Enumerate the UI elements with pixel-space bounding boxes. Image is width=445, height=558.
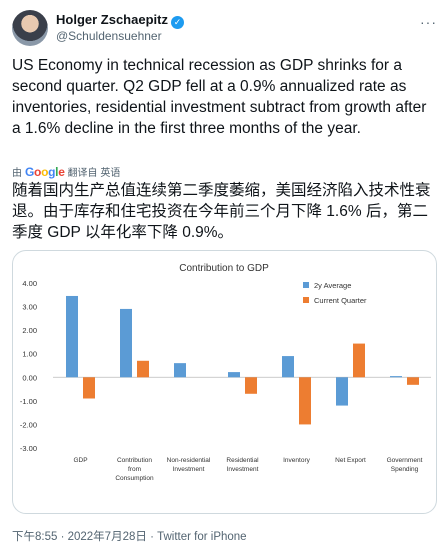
bar-2y-average [228, 372, 240, 378]
y-tick-label: -3.00 [20, 444, 37, 453]
bar-2y-average [282, 356, 294, 378]
author-name-text[interactable]: Holger Zschaepitz [56, 12, 168, 27]
x-tick-label: Consumption [115, 475, 154, 482]
bar-2y-average [174, 363, 186, 378]
more-options-icon[interactable]: ··· [420, 14, 437, 30]
y-tick-label: 4.00 [22, 279, 37, 288]
chart-title: Contribution to GDP [179, 263, 269, 274]
legend-label: 2y Average [314, 281, 351, 290]
x-tick-label: Non-residential [167, 457, 211, 464]
bar-2y-average [390, 376, 402, 378]
bar-2y-average [120, 308, 132, 378]
x-tick-label: Investment [227, 466, 259, 473]
author-name[interactable]: Holger Zschaepitz ✓ [56, 12, 184, 29]
legend-swatch [303, 297, 309, 303]
x-tick-label: Investment [173, 466, 205, 473]
avatar[interactable] [12, 10, 48, 46]
translate-label: 翻译自 英语 [67, 168, 121, 179]
gdp-contribution-chart: Contribution to GDP 4.00 3.00 2.00 1.00 0.00 -… [20, 263, 431, 482]
x-tick-label: Contribution [117, 457, 152, 464]
x-tick-label: Inventory [283, 457, 310, 464]
bar-current-quarter [407, 377, 419, 385]
bar-current-quarter [245, 377, 257, 394]
translated-from-label: 由 [12, 168, 22, 179]
translated-text: 随着国内生产总值连续第二季度萎缩，美国经济陷入技术性衰退。由于库存和住宅投资在今… [12, 182, 431, 241]
y-tick-label: 0.00 [22, 373, 37, 382]
tweet-timestamp[interactable]: 下午8:55 · 2022年7月28日 · Twitter for iPhone [12, 531, 247, 543]
y-tick-label: 2.00 [22, 326, 37, 335]
bar-current-quarter [83, 377, 95, 399]
x-tick-label: Residential [226, 457, 259, 464]
legend-label: Current Quarter [314, 296, 367, 305]
x-tick-label: GDP [73, 457, 87, 464]
y-tick-label: -2.00 [20, 420, 37, 429]
verified-badge-icon: ✓ [170, 16, 184, 29]
bar-current-quarter [299, 377, 311, 425]
legend-swatch [303, 282, 309, 288]
y-tick-label: 3.00 [22, 303, 37, 312]
y-tick-label: 1.00 [22, 350, 37, 359]
bar-current-quarter [137, 360, 149, 378]
bar-current-quarter [353, 343, 365, 378]
google-logo-icon: Google [25, 164, 65, 179]
bar-2y-average [66, 295, 78, 378]
x-tick-label: Net Export [335, 457, 366, 464]
x-tick-label: Spending [391, 466, 419, 473]
tweet-text: US Economy in technical recession as GDP… [12, 57, 427, 137]
y-tick-label: -1.00 [20, 397, 37, 406]
translation-attribution: 由 Google 翻译自 英语 [12, 164, 121, 180]
bar-2y-average [336, 377, 348, 406]
x-tick-label: Government [387, 457, 423, 464]
author-handle[interactable]: @Schuldensuehner [56, 29, 162, 43]
tweet-media-chart[interactable]: Contribution to GDP 4.00 3.00 2.00 1.00 0.00 -… [12, 250, 437, 514]
x-tick-label: from [128, 466, 141, 473]
